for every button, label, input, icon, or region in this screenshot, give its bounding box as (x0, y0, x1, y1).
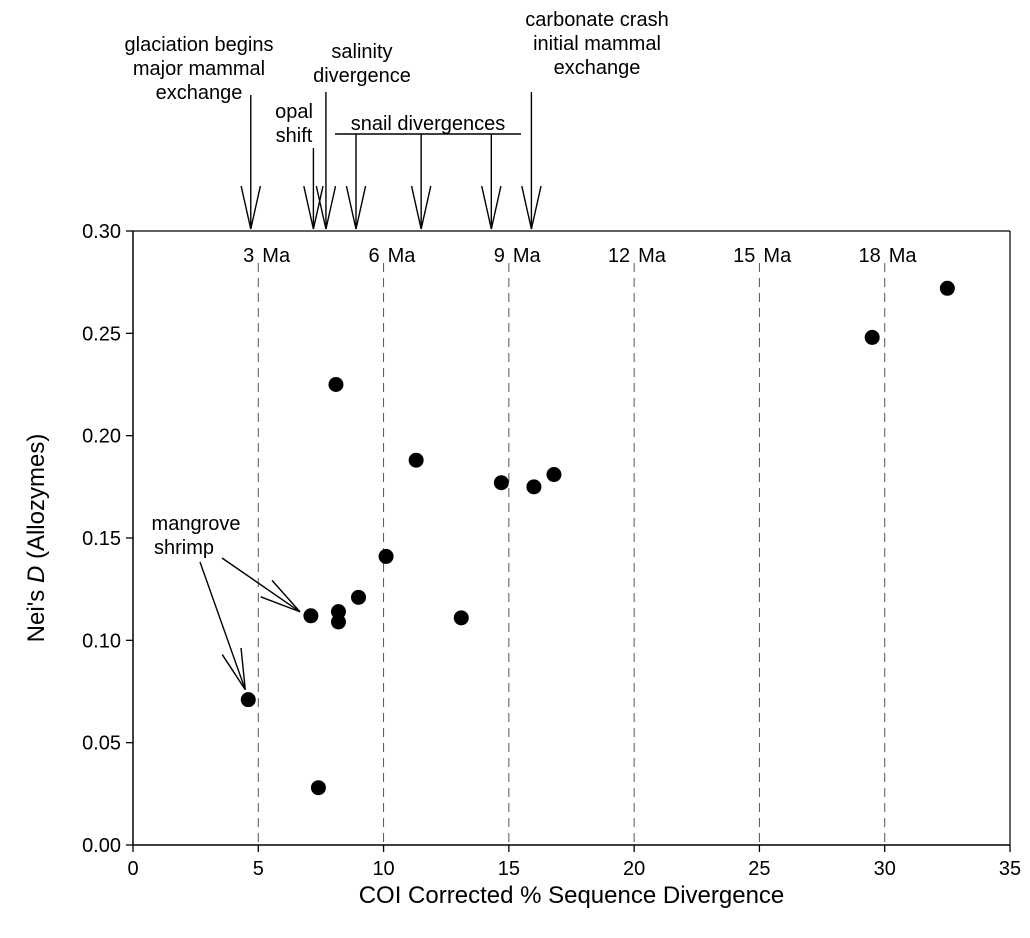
event-annotation-line: exchange (156, 82, 243, 104)
data-point (546, 467, 562, 483)
event-annotation-line: exchange (554, 57, 641, 79)
event-annotation-line: salinity (331, 41, 392, 63)
y-axis-title-suffix: (Allozymes) (23, 434, 50, 566)
reference-line-number: 9 (494, 245, 505, 267)
event-arrow-head (315, 185, 337, 230)
data-point (864, 329, 880, 345)
event-annotation-line: opal (275, 101, 313, 123)
point-annotation-arrow-shaft (199, 561, 246, 690)
event-arrow-head (521, 185, 542, 230)
event-annotation-line: divergence (313, 65, 411, 87)
reference-line-unit: Ma (889, 245, 918, 267)
y-tick-label: 0.25 (82, 323, 121, 345)
data-point (408, 452, 424, 468)
plot-area: 3 Ma 6 Ma 9 Ma 12 Ma 15 Ma 18 Ma 0 5 10 15 20 25 30 35 0.0… (82, 221, 1021, 880)
reference-line-unit: Ma (763, 245, 792, 267)
x-tick-label: 30 (874, 858, 896, 880)
x-tick-label: 35 (999, 858, 1021, 880)
data-point (240, 692, 256, 708)
reference-line-number: 3 (243, 245, 254, 267)
event-annotation-line: shift (276, 125, 313, 147)
data-point (453, 610, 469, 626)
event-annotation-line: initial mammal (533, 33, 661, 55)
reference-line-unit: Ma (262, 245, 291, 267)
event-annotation-line: snail divergences (351, 113, 506, 135)
y-tick-label: 0.30 (82, 221, 121, 243)
event-arrow-head (481, 185, 502, 230)
y-axis-title-italic: D (23, 566, 50, 583)
y-tick-label: 0.20 (82, 426, 121, 448)
event-arrow-head (240, 185, 262, 230)
point-annotation-arrow-head (260, 579, 301, 613)
point-annotation-line: mangrove (152, 513, 241, 535)
data-point (939, 280, 955, 296)
event-annotation: snail divergences (335, 113, 521, 230)
reference-line-number: 12 (608, 245, 630, 267)
event-annotation-line: carbonate crash (525, 9, 668, 31)
data-point (328, 377, 344, 392)
point-annotation-arrow-shaft (221, 557, 301, 613)
data-points (240, 280, 955, 796)
x-tick-label: 15 (498, 858, 520, 880)
reference-line-unit: Ma (388, 245, 417, 267)
y-axis-ticks: 0.00 0.05 0.10 0.15 0.20 0.25 0.30 (82, 221, 133, 857)
data-point (526, 479, 542, 495)
x-axis-ticks: 0 5 10 15 20 25 30 35 (127, 845, 1021, 880)
y-tick-label: 0.00 (82, 835, 121, 857)
x-axis-title: COI Corrected % Sequence Divergence (359, 882, 785, 909)
data-point (330, 604, 346, 620)
x-tick-label: 20 (623, 858, 645, 880)
y-tick-label: 0.05 (82, 733, 121, 755)
point-annotation-line: shrimp (154, 537, 214, 559)
point-annotation-arrow-head (221, 647, 246, 691)
reference-line-unit: Ma (513, 245, 542, 267)
reference-line-number: 15 (733, 245, 755, 267)
reference-line-unit: Ma (638, 245, 667, 267)
y-axis-title-prefix: Nei's (23, 583, 50, 642)
event-arrow-head (345, 185, 367, 230)
data-point (351, 589, 367, 605)
reference-lines: 3 Ma 6 Ma 9 Ma 12 Ma 15 Ma 18 Ma (243, 245, 917, 845)
x-tick-label: 25 (748, 858, 770, 880)
data-point (493, 475, 509, 491)
x-tick-label: 10 (372, 858, 394, 880)
event-arrow-head (410, 185, 432, 230)
x-tick-label: 5 (253, 858, 264, 880)
event-annotation-line: major mammal (133, 58, 265, 80)
reference-line-number: 18 (858, 245, 880, 267)
event-annotation-line: glaciation begins (125, 34, 274, 56)
y-axis-title: Nei's D (Allozymes) (23, 434, 50, 643)
y-tick-label: 0.15 (82, 528, 121, 550)
data-point (303, 608, 319, 624)
x-tick-label: 0 (127, 858, 138, 880)
y-tick-label: 0.10 (82, 630, 121, 652)
data-point (378, 548, 394, 564)
reference-line-number: 6 (368, 245, 379, 267)
data-point (310, 780, 326, 796)
